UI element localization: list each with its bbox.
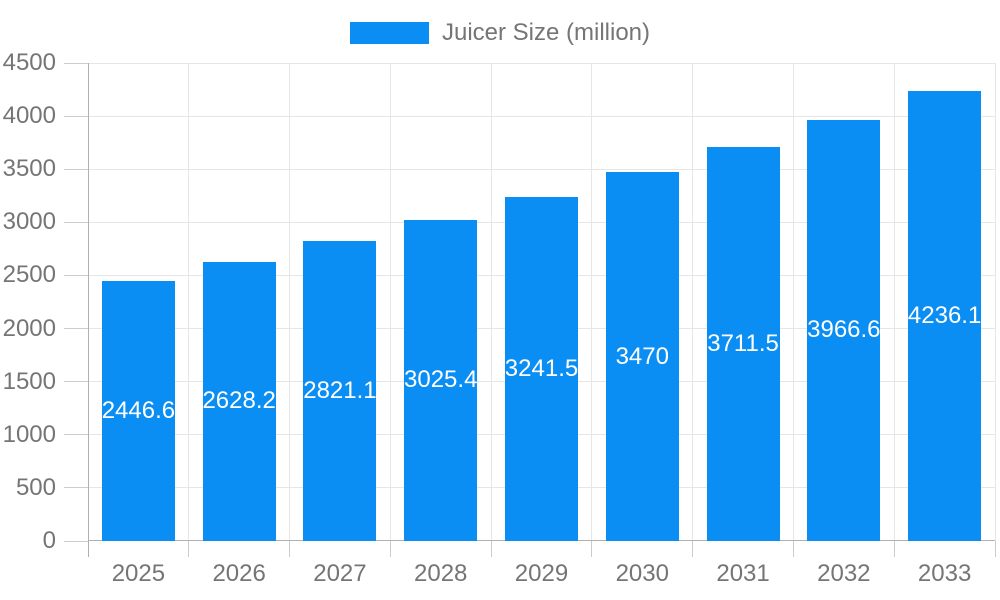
y-axis-tick xyxy=(64,328,88,330)
x-axis-label: 2033 xyxy=(917,560,972,587)
x-axis-tick xyxy=(893,541,895,557)
bar-value-label: 3241.5 xyxy=(504,354,579,382)
x-axis-tick xyxy=(389,541,391,557)
bar-value-label: 2821.1 xyxy=(303,377,377,405)
bar-value-label: 3025.4 xyxy=(404,366,478,394)
chart-legend: Juicer Size (million) xyxy=(0,20,1000,46)
bar-2030[interactable] xyxy=(605,172,679,541)
x-gridline xyxy=(188,63,190,541)
bar-2026[interactable] xyxy=(202,261,276,541)
y-axis-tick xyxy=(64,274,88,276)
y-axis-label: 4000 xyxy=(2,102,56,130)
y-axis-label: 0 xyxy=(42,527,56,554)
y-axis-label: 500 xyxy=(15,473,56,501)
bar-value-label: 2628.2 xyxy=(202,387,276,415)
bar-value-label: 3470 xyxy=(615,342,669,370)
y-axis-label: 1500 xyxy=(2,367,56,395)
y-axis-tick xyxy=(64,540,88,542)
x-axis-tick xyxy=(289,541,291,557)
bar-2032[interactable] xyxy=(807,119,881,541)
bar-value-label: 3966.6 xyxy=(807,316,881,344)
x-axis-tick xyxy=(692,541,694,557)
x-axis-label: 2025 xyxy=(111,560,166,587)
x-axis-label: 2031 xyxy=(716,560,770,587)
y-axis-tick xyxy=(64,434,88,436)
plot-area: 0 500 1000 1500 2000 2500 3000 3500 4000 4500 2446… xyxy=(3,49,996,587)
bar-2025[interactable] xyxy=(101,281,175,541)
x-gridline xyxy=(289,63,291,541)
y-axis-line xyxy=(88,63,89,557)
bar-value-label: 3711.5 xyxy=(707,329,779,357)
x-axis-tick xyxy=(994,541,996,557)
legend-item-juicer-size[interactable]: Juicer Size (million) xyxy=(349,19,651,46)
bar-value-label: 4236.1 xyxy=(907,302,982,330)
x-axis-tick xyxy=(188,541,190,557)
legend-label: Juicer Size (million) xyxy=(441,19,651,46)
x-gridline xyxy=(893,63,895,541)
x-axis-label: 2032 xyxy=(817,560,871,587)
x-axis-tick xyxy=(792,541,794,557)
legend-swatch-icon xyxy=(349,22,429,44)
y-axis-tick xyxy=(64,168,88,170)
y-axis-label: 4500 xyxy=(2,49,56,76)
x-axis-tick xyxy=(490,541,492,557)
x-axis-tick xyxy=(591,541,593,557)
y-gridline xyxy=(88,168,995,170)
x-gridline xyxy=(490,63,492,541)
x-gridline xyxy=(389,63,391,541)
x-gridline xyxy=(692,63,694,541)
x-axis-label: 2028 xyxy=(414,560,468,587)
x-gridline xyxy=(994,63,996,541)
y-gridline xyxy=(88,115,995,117)
x-gridline xyxy=(792,63,794,541)
y-axis-tick xyxy=(64,221,88,223)
y-gridline xyxy=(88,62,995,64)
y-axis-tick xyxy=(64,62,88,64)
x-axis-label: 2026 xyxy=(212,560,266,587)
y-axis-label: 1000 xyxy=(2,420,56,448)
y-axis-label: 2000 xyxy=(2,314,56,342)
x-axis-label: 2027 xyxy=(313,560,367,587)
bar-2033[interactable] xyxy=(908,91,982,541)
y-axis-tick xyxy=(64,381,88,383)
bar-value-label: 2446.6 xyxy=(101,397,176,425)
y-axis-label: 3000 xyxy=(2,208,56,236)
y-axis-tick xyxy=(64,115,88,117)
bar-2028[interactable] xyxy=(404,219,478,541)
y-axis-tick xyxy=(64,487,88,489)
y-axis-label: 3500 xyxy=(2,155,56,183)
x-axis-label: 2029 xyxy=(514,560,569,587)
x-axis-label: 2030 xyxy=(615,560,669,587)
bar-2027[interactable] xyxy=(303,241,377,541)
x-gridline xyxy=(591,63,593,541)
bar-2031[interactable] xyxy=(706,146,780,541)
bar-2029[interactable] xyxy=(505,196,578,541)
y-axis-label: 2500 xyxy=(2,261,56,289)
